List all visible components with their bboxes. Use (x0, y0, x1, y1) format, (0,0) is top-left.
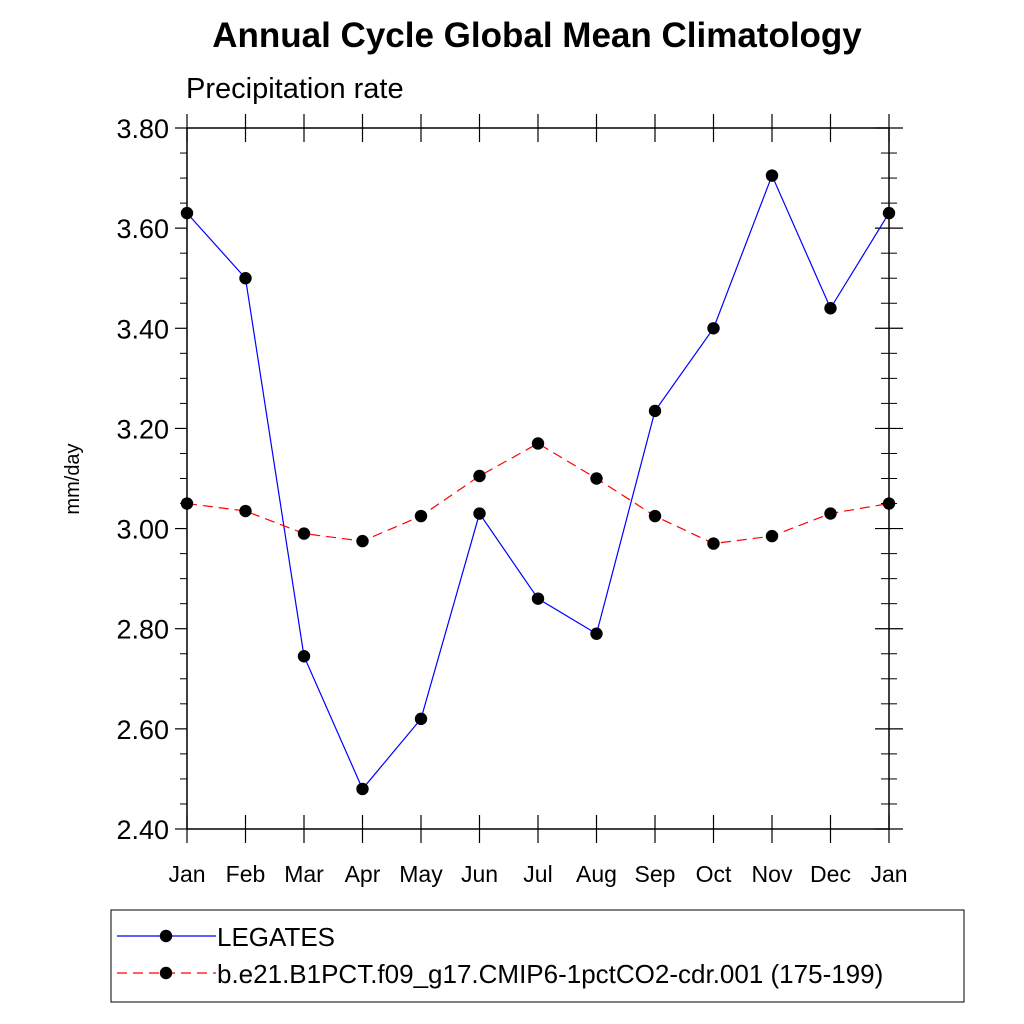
y-tick-label: 3.20 (116, 414, 169, 444)
axis-ticks (175, 114, 903, 843)
y-tick-labels: 2.40 2.60 2.80 3.00 3.20 3.40 3.60 3.80 (116, 114, 169, 845)
y-tick-label: 3.80 (116, 114, 169, 144)
series-layer (180, 169, 896, 796)
x-tick-label: Nov (752, 861, 793, 887)
data-point (473, 469, 486, 483)
data-point (531, 592, 545, 605)
series-line (186, 173, 890, 791)
legend-label: LEGATES (217, 922, 335, 952)
legend-marker (159, 966, 173, 980)
data-point (707, 322, 720, 335)
data-point (297, 650, 311, 663)
data-point (765, 529, 779, 543)
data-point (590, 472, 603, 485)
plot-frame (186, 127, 890, 830)
x-tick-label: Jan (870, 861, 907, 887)
data-point (648, 509, 662, 523)
data-point (239, 272, 252, 285)
data-point (180, 497, 194, 510)
data-point (473, 507, 486, 520)
data-point (590, 627, 603, 640)
data-point (356, 782, 369, 796)
data-point (765, 169, 779, 182)
y-axis-label: mm/day (62, 443, 84, 514)
x-tick-label: Jun (461, 861, 498, 887)
x-tick-label: Mar (284, 861, 324, 887)
y-tick-label: 2.60 (116, 715, 169, 745)
legend-label: b.e21.B1PCT.f09_g17.CMIP6-1pctCO2-cdr.00… (217, 959, 883, 989)
y-tick-label: 3.60 (116, 214, 169, 244)
x-tick-label: Aug (576, 861, 617, 887)
data-point (824, 302, 837, 315)
legend: LEGATES b.e21.B1PCT.f09_g17.CMIP6-1pctCO2… (117, 922, 883, 989)
x-tick-label: Jul (523, 861, 552, 887)
x-tick-label: Dec (810, 861, 851, 887)
y-tick-label: 2.40 (116, 815, 169, 845)
y-tick-label: 3.00 (116, 515, 169, 545)
x-tick-label: Oct (696, 861, 732, 887)
data-point (297, 527, 311, 540)
data-point (882, 206, 896, 220)
x-tick-label: Sep (635, 861, 676, 887)
y-tick-label: 2.80 (116, 615, 169, 645)
data-point (180, 206, 194, 220)
x-tick-label: Feb (226, 861, 266, 887)
data-point (824, 507, 837, 520)
x-tick-label: May (399, 861, 443, 887)
y-tick-label: 3.40 (116, 314, 169, 344)
x-tick-labels: Jan Feb Mar Apr May Jun Jul Aug Sep Oct Nov Dec Jan (168, 861, 907, 887)
data-point (239, 504, 252, 518)
data-point (414, 712, 428, 726)
series-line (186, 442, 890, 545)
chart-title: Annual Cycle Global Mean Climatology (212, 16, 862, 55)
data-point (356, 534, 369, 548)
x-tick-label: Jan (168, 861, 205, 887)
data-point (882, 497, 896, 510)
x-tick-label: Apr (345, 861, 381, 887)
data-point (531, 437, 545, 450)
chart-subtitle: Precipitation rate (186, 73, 404, 105)
legend-marker (159, 929, 173, 943)
legend-box (110, 909, 965, 1003)
data-point (648, 404, 662, 418)
data-point (414, 509, 428, 523)
data-point (707, 537, 720, 550)
